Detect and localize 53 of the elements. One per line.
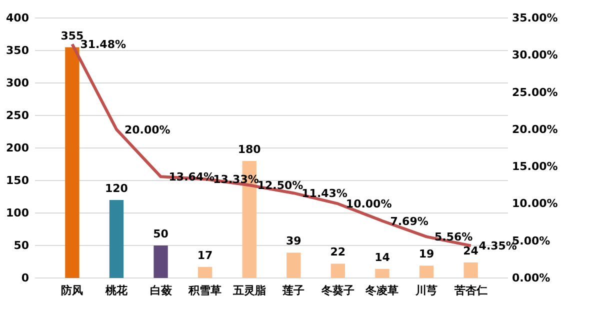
x-tick-label: 五灵脂 [232,284,266,297]
y-tick-label: 150 [6,174,30,188]
data-label: 17 [197,248,213,262]
x-tick-label: 桃花 [104,284,128,297]
y-tick-label: 100 [6,206,30,220]
data-label: 22 [330,246,346,259]
bar [375,268,390,278]
bar [109,200,124,278]
bar [330,264,346,278]
data-label: 10.00% [346,198,392,211]
data-label: 39 [286,234,302,248]
y-tick-label: 250 [6,109,30,122]
bar [198,266,212,278]
bar [286,252,301,278]
y2-tick-label: 20.00% [512,122,558,136]
data-label: 20.00% [124,123,170,136]
data-label: 120 [105,182,128,195]
data-label: 31.48% [80,38,126,52]
y-tick-label: 400 [6,12,30,25]
x-tick-label: 冬凌草 [364,284,399,297]
y2-tick-label: 15.00% [512,160,558,174]
bar [419,266,434,278]
data-label: 5.56% [434,230,473,244]
x-tick-label: 积雪草 [188,284,222,297]
x-tick-label: 白蔹 [150,284,173,297]
y2-tick-label: 35.00% [512,12,558,25]
y2-tick-label: 25.00% [512,86,558,99]
x-tick-label: 川芎 [414,284,438,297]
data-label: 14 [374,250,390,264]
data-label: 24 [463,244,479,258]
data-label: 12.50% [257,179,304,192]
x-tick-label: 防风 [61,284,84,297]
y-tick-label: 0 [21,272,30,285]
x-tick-label: 苦杏仁 [453,284,488,297]
data-label: 180 [238,143,262,156]
y-tick-label: 300 [6,76,30,90]
y2-tick-label: 0.00% [512,272,550,285]
data-label: 13.64% [168,170,215,184]
x-tick-label: 莲子 [282,284,305,297]
y2-tick-label: 10.00% [512,197,558,210]
bar [464,262,478,278]
data-label: 19 [418,248,434,261]
bar [65,47,80,278]
data-label: 13.33% [213,172,259,186]
bar [154,246,168,278]
data-label: 7.69% [390,214,428,228]
x-tick-label: 冬葵子 [320,284,354,297]
y2-tick-label: 30.00% [512,48,558,62]
y-tick-label: 350 [6,44,30,58]
data-label: 11.43% [302,187,348,200]
y-tick-label: 50 [14,239,30,252]
data-label: 50 [153,228,169,240]
y-tick-label: 200 [6,142,30,155]
